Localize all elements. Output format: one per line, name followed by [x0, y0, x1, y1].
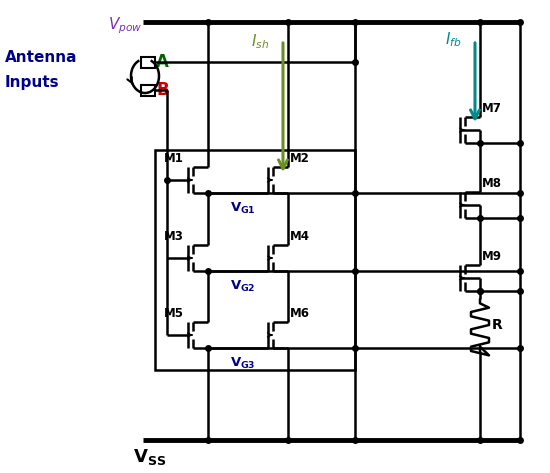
Text: $\mathbf{V_{G1}}$: $\mathbf{V_{G1}}$: [230, 201, 256, 216]
Text: A: A: [156, 53, 169, 71]
Text: $\mathbf{V_{G2}}$: $\mathbf{V_{G2}}$: [230, 279, 256, 294]
Text: M7: M7: [482, 102, 502, 115]
Text: Inputs: Inputs: [5, 75, 59, 89]
FancyBboxPatch shape: [141, 85, 155, 96]
Text: $I_{sh}$: $I_{sh}$: [251, 32, 269, 51]
Text: M5: M5: [164, 307, 184, 320]
Text: $I_{fb}$: $I_{fb}$: [444, 30, 461, 49]
Text: M8: M8: [482, 177, 502, 190]
Text: Antenna: Antenna: [5, 51, 78, 65]
Bar: [155, 150, 355, 370]
Text: R: R: [492, 318, 503, 332]
Text: M9: M9: [482, 250, 502, 263]
Text: M1: M1: [164, 152, 184, 165]
Text: M6: M6: [290, 307, 310, 320]
Text: M4: M4: [290, 230, 310, 243]
Text: $\mathbf{V_{SS}}$: $\mathbf{V_{SS}}$: [133, 447, 166, 467]
Text: M3: M3: [164, 230, 184, 243]
Text: M2: M2: [290, 152, 310, 165]
Text: B: B: [156, 81, 169, 99]
Text: $\mathbf{V_{G3}}$: $\mathbf{V_{G3}}$: [230, 356, 256, 371]
Text: $V_{pow}$: $V_{pow}$: [108, 15, 142, 35]
FancyBboxPatch shape: [141, 57, 155, 68]
